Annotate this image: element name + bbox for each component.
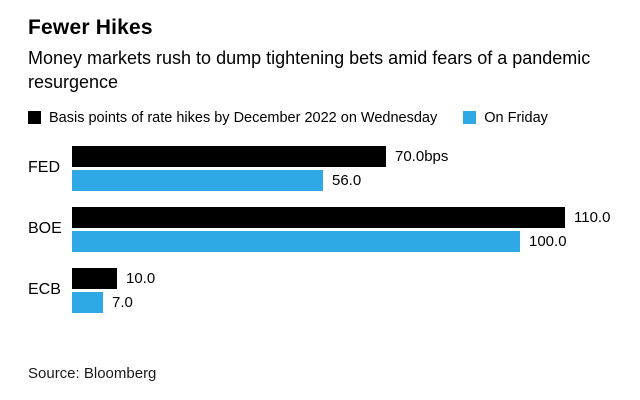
bar-group-ecb: ECB 10.0 7.0 bbox=[28, 267, 612, 313]
value-label: 56.0 bbox=[332, 171, 362, 189]
bar-row: 100.0 bbox=[72, 230, 612, 252]
value-label: 70.0bps bbox=[395, 147, 449, 165]
category-label: BOE bbox=[28, 220, 62, 237]
value-label: 7.0 bbox=[112, 293, 133, 311]
value-label: 10.0 bbox=[126, 269, 156, 287]
chart-subtitle: Money markets rush to dump tightening be… bbox=[28, 48, 591, 92]
bar-fed-wednesday bbox=[72, 145, 386, 167]
bar-boe-friday bbox=[72, 230, 520, 252]
bar-ecb-friday bbox=[72, 291, 103, 313]
chart-title: Fewer Hikes bbox=[28, 16, 153, 39]
bar-pair: 110.0 100.0 bbox=[72, 206, 612, 252]
bar-group-fed: FED 70.0bps 56.0 bbox=[28, 145, 612, 191]
legend-label: Basis points of rate hikes by December 2… bbox=[49, 109, 438, 126]
chart-legend: Basis points of rate hikes by December 2… bbox=[28, 110, 612, 126]
legend-item-wednesday: Basis points of rate hikes by December 2… bbox=[28, 110, 437, 126]
legend-swatch-icon bbox=[28, 111, 41, 124]
bar-ecb-wednesday bbox=[72, 267, 117, 289]
value-label: 100.0 bbox=[529, 232, 567, 250]
bar-row: 70.0bps bbox=[72, 145, 612, 167]
legend-swatch-icon bbox=[463, 111, 477, 124]
bar-row: 7.0 bbox=[72, 291, 612, 313]
bar-fed-friday bbox=[72, 169, 323, 191]
bar-boe-wednesday bbox=[72, 206, 565, 228]
value-label: 110.0 bbox=[574, 208, 611, 226]
legend-label: On Friday bbox=[484, 109, 548, 126]
bar-pair: 70.0bps 56.0 bbox=[72, 145, 612, 191]
bar-row: 10.0 bbox=[72, 267, 612, 289]
category-label: FED bbox=[28, 159, 60, 176]
bar-chart: FED 70.0bps 56.0 BOE 110.0 100.0 ECB 10.0 7.0 bbox=[28, 145, 612, 313]
source-note: Source: Bloomberg bbox=[28, 365, 157, 382]
category-label: ECB bbox=[28, 281, 61, 298]
bar-row: 56.0 bbox=[72, 169, 612, 191]
legend-item-friday: On Friday bbox=[463, 110, 548, 126]
bar-row: 110.0 bbox=[72, 206, 612, 228]
bar-pair: 10.0 7.0 bbox=[72, 267, 612, 313]
bar-group-boe: BOE 110.0 100.0 bbox=[28, 206, 612, 252]
